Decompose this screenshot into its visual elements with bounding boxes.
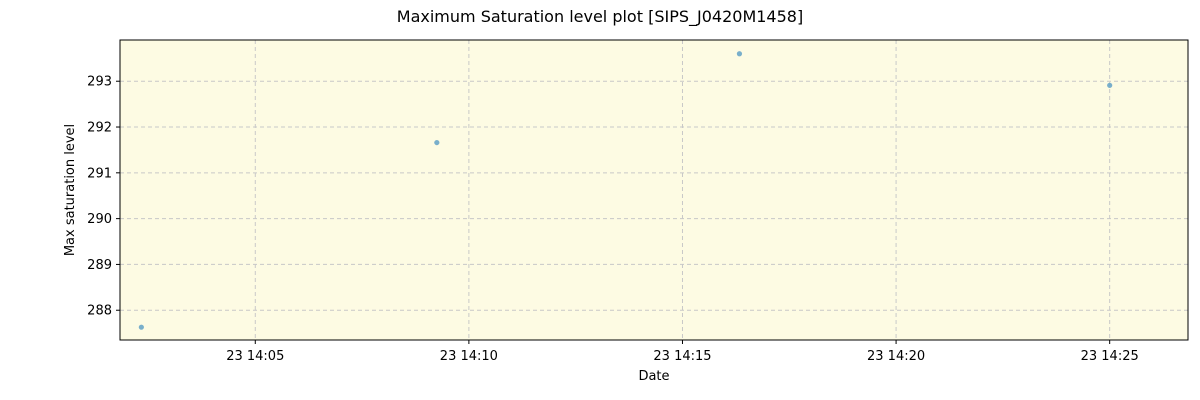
chart-title: Maximum Saturation level plot [SIPS_J042… [397, 7, 803, 27]
plot-frame [119, 39, 1189, 341]
x-axis-ticks: 23 14:05 23 14:10 23 14:15 23 14:20 23 14:25 [226, 340, 1139, 364]
y-tick-label: 290 [87, 212, 112, 227]
x-tick-label: 23 14:10 [440, 349, 498, 364]
x-tick-label: 23 14:05 [226, 349, 284, 364]
y-tick-label: 292 [87, 121, 112, 136]
grid [120, 40, 1188, 340]
data-point [1107, 82, 1113, 88]
plot-area [120, 40, 1188, 340]
y-tick-label: 289 [87, 258, 112, 273]
x-axis-label: Date [638, 369, 669, 384]
y-tick-label: 291 [87, 166, 112, 181]
y-axis-ticks: 288 289 290 291 292 293 [87, 75, 120, 319]
data-point [736, 51, 743, 57]
data-point [138, 324, 144, 330]
y-tick-label: 293 [87, 75, 112, 90]
data-points [138, 51, 1113, 330]
y-axis-label: Max saturation level [63, 124, 78, 256]
y-tick-label: 288 [87, 304, 112, 319]
x-tick-label: 23 14:20 [867, 349, 925, 364]
data-point [434, 139, 440, 146]
x-tick-label: 23 14:25 [1081, 349, 1139, 364]
x-tick-label: 23 14:15 [653, 349, 711, 364]
